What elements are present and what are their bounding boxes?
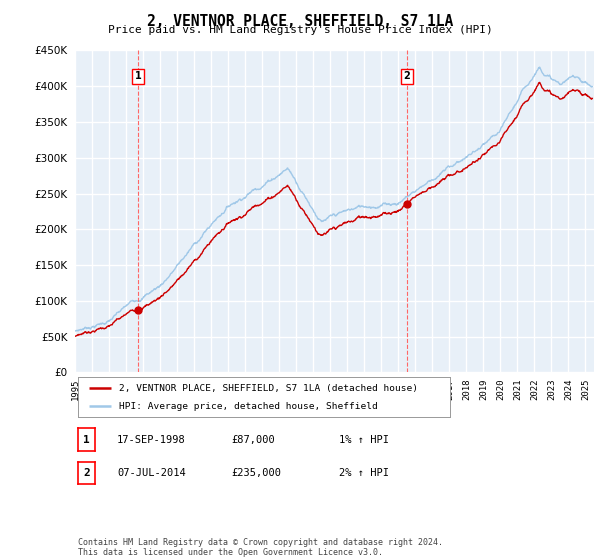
Text: 1: 1	[83, 435, 90, 445]
Text: 2, VENTNOR PLACE, SHEFFIELD, S7 1LA: 2, VENTNOR PLACE, SHEFFIELD, S7 1LA	[147, 14, 453, 29]
2, VENTNOR PLACE, SHEFFIELD, S7 1LA (detached house)	[354, 214, 361, 221]
Text: Contains HM Land Registry data © Crown copyright and database right 2024.
This d: Contains HM Land Registry data © Crown c…	[78, 538, 443, 557]
HPI: Average price, detached house, Sheffield: (2e+03, 5.79e+04): Average price, detached house, Sheffield…	[74, 328, 82, 334]
Line: HPI: Average price, detached house, Sheffield: HPI: Average price, detached house, Shef…	[75, 67, 592, 331]
2, VENTNOR PLACE, SHEFFIELD, S7 1LA (detached house)	[536, 79, 543, 86]
2, VENTNOR PLACE, SHEFFIELD, S7 1LA (detached house)	[158, 292, 166, 299]
HPI: Average price, detached house, Sheffield: (2e+03, 5.8e+04): Average price, detached house, Sheffield…	[71, 328, 79, 334]
Text: 2% ↑ HPI: 2% ↑ HPI	[339, 468, 389, 478]
HPI: Average price, detached house, Sheffield: (2.01e+03, 2.32e+05): Average price, detached house, Sheffield…	[355, 203, 362, 209]
HPI: Average price, detached house, Sheffield: (2.02e+03, 4.27e+05): Average price, detached house, Sheffield…	[536, 64, 543, 71]
Text: Price paid vs. HM Land Registry's House Price Index (HPI): Price paid vs. HM Land Registry's House …	[107, 25, 493, 35]
Text: 2: 2	[83, 468, 90, 478]
Text: 1% ↑ HPI: 1% ↑ HPI	[339, 435, 389, 445]
2, VENTNOR PLACE, SHEFFIELD, S7 1LA (detached house)	[71, 333, 79, 340]
2, VENTNOR PLACE, SHEFFIELD, S7 1LA (detached house)	[296, 203, 303, 209]
HPI: Average price, detached house, Sheffield: (2.01e+03, 2.27e+05): Average price, detached house, Sheffield…	[344, 207, 351, 213]
2, VENTNOR PLACE, SHEFFIELD, S7 1LA (detached house)	[246, 207, 253, 213]
Text: 1: 1	[135, 71, 142, 81]
Text: 07-JUL-2014: 07-JUL-2014	[117, 468, 186, 478]
HPI: Average price, detached house, Sheffield: (2e+03, 1.06e+05): Average price, detached house, Sheffield…	[140, 293, 148, 300]
2, VENTNOR PLACE, SHEFFIELD, S7 1LA (detached house)	[140, 304, 147, 310]
Line: 2, VENTNOR PLACE, SHEFFIELD, S7 1LA (detached house): 2, VENTNOR PLACE, SHEFFIELD, S7 1LA (det…	[75, 82, 592, 337]
2, VENTNOR PLACE, SHEFFIELD, S7 1LA (detached house)	[343, 219, 350, 226]
2, VENTNOR PLACE, SHEFFIELD, S7 1LA (detached house)	[589, 95, 596, 102]
Text: 2, VENTNOR PLACE, SHEFFIELD, S7 1LA (detached house): 2, VENTNOR PLACE, SHEFFIELD, S7 1LA (det…	[119, 385, 418, 394]
Text: 2: 2	[404, 71, 410, 81]
Text: £235,000: £235,000	[231, 468, 281, 478]
Text: 17-SEP-1998: 17-SEP-1998	[117, 435, 186, 445]
Text: HPI: Average price, detached house, Sheffield: HPI: Average price, detached house, Shef…	[119, 402, 377, 411]
HPI: Average price, detached house, Sheffield: (2.01e+03, 2.5e+05): Average price, detached house, Sheffield…	[246, 190, 253, 197]
Text: £87,000: £87,000	[231, 435, 275, 445]
HPI: Average price, detached house, Sheffield: (2.03e+03, 3.99e+05): Average price, detached house, Sheffield…	[589, 83, 596, 90]
HPI: Average price, detached house, Sheffield: (2.01e+03, 2.56e+05): Average price, detached house, Sheffield…	[296, 186, 304, 193]
HPI: Average price, detached house, Sheffield: (2e+03, 1.23e+05): Average price, detached house, Sheffield…	[159, 281, 166, 287]
